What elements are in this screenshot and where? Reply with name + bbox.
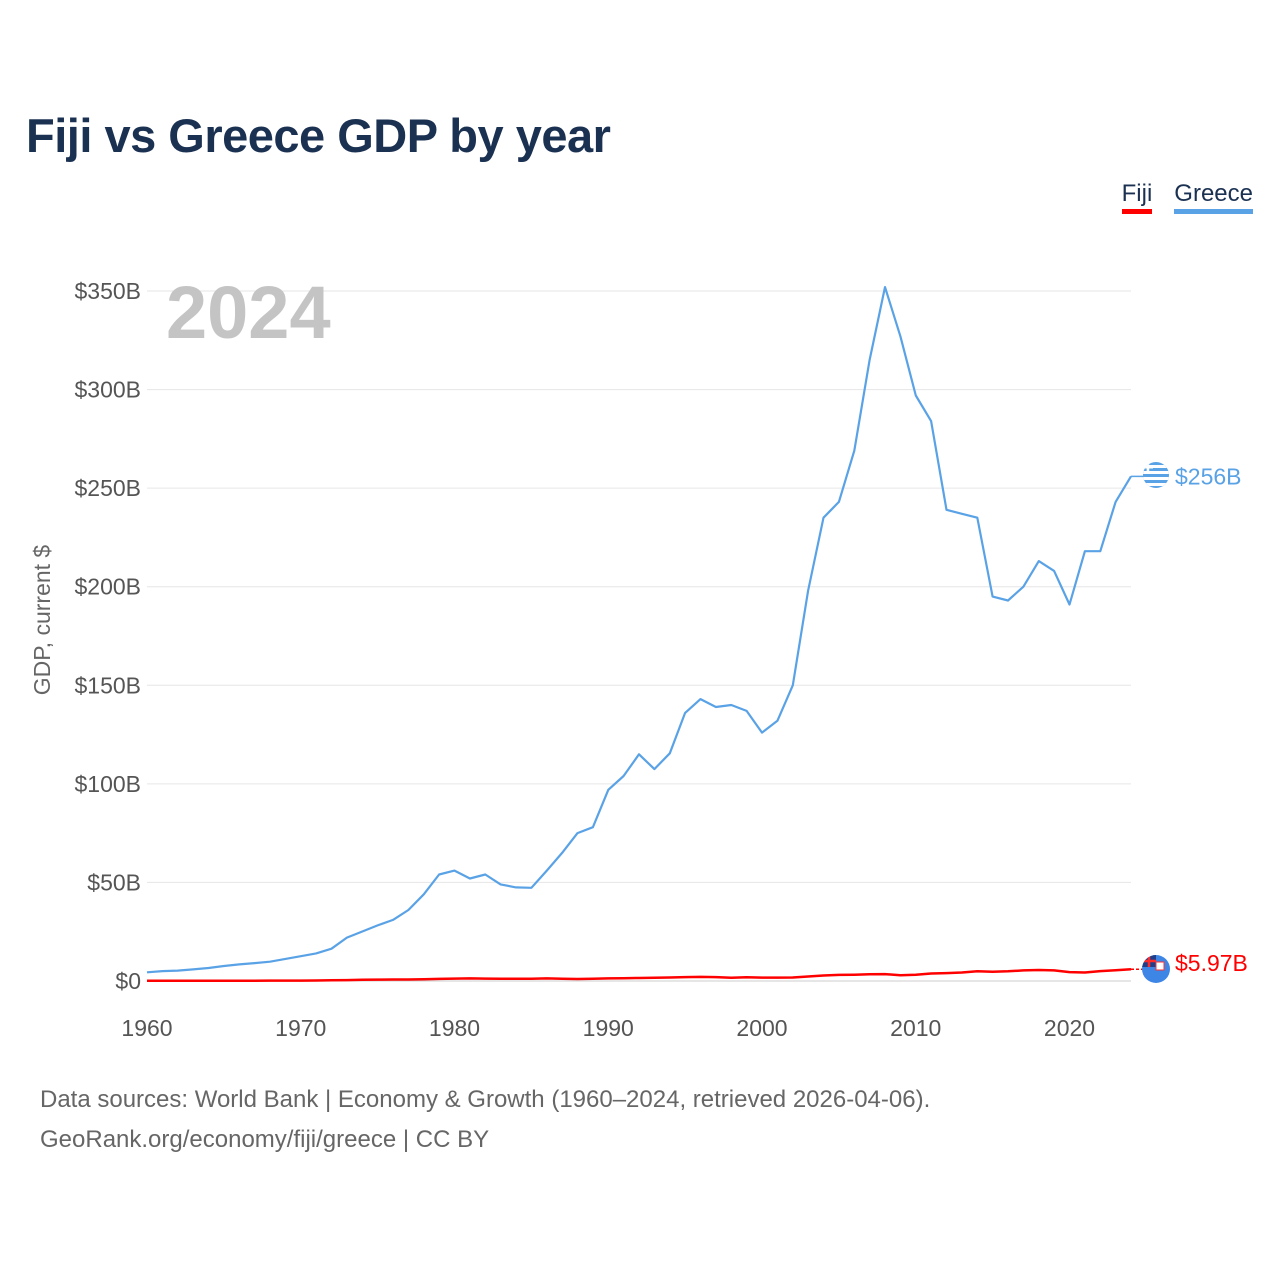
x-tick-label: 1960 [121, 1015, 172, 1041]
y-axis-label: GDP, current $ [29, 545, 55, 696]
x-tick-label: 1970 [275, 1015, 326, 1041]
legend-swatch-fiji [1121, 209, 1153, 214]
greece-flag-stripe [1143, 471, 1169, 474]
footer-credit: GeoRank.org/economy/fiji/greece | CC BY [40, 1120, 930, 1160]
y-tick-label: $250B [74, 475, 141, 501]
x-tick-label: 1990 [583, 1015, 634, 1041]
greece-end-label: $256B [1175, 463, 1242, 489]
x-tick-label: 1980 [429, 1015, 480, 1041]
fiji-end-label: $5.97B [1175, 950, 1248, 976]
legend-item-fiji[interactable]: Fiji [1121, 180, 1153, 214]
y-tick-label: $150B [74, 672, 141, 698]
y-tick-label: $50B [87, 869, 141, 895]
series-line-greece [146, 286, 1132, 974]
greece-flag-stripe [1143, 465, 1169, 468]
x-tick-label: 2000 [736, 1015, 787, 1041]
legend: Fiji Greece [1121, 180, 1253, 214]
fiji-flag-shield [1155, 961, 1165, 971]
y-tick-label: $0 [115, 968, 141, 994]
x-tick-label: 2010 [890, 1015, 941, 1041]
y-tick-label: $350B [74, 278, 141, 304]
chart-title: Fiji vs Greece GDP by year [26, 109, 611, 162]
y-tick-label: $200B [74, 574, 141, 600]
footer-license: | CC BY [396, 1126, 490, 1153]
greece-flag-stripe [1143, 477, 1169, 480]
legend-label-greece: Greece [1174, 180, 1253, 207]
x-tick-label: 2020 [1044, 1015, 1095, 1041]
series-line-fiji [147, 967, 1132, 983]
footer-link[interactable]: GeoRank.org/economy/fiji/greece [40, 1126, 397, 1153]
legend-item-greece[interactable]: Greece [1174, 180, 1253, 214]
legend-label-fiji: Fiji [1121, 180, 1153, 207]
greece-flag-cross [1146, 462, 1150, 474]
y-tick-label: $300B [74, 377, 141, 403]
legend-swatch-greece [1174, 209, 1253, 214]
greece-flag-stripe [1143, 483, 1169, 486]
y-tick-label: $100B [74, 771, 141, 797]
year-watermark: 2024 [166, 271, 331, 354]
footer: Data sources: World Bank | Economy & Gro… [40, 1080, 930, 1160]
footer-sources: Data sources: World Bank | Economy & Gro… [40, 1086, 931, 1113]
